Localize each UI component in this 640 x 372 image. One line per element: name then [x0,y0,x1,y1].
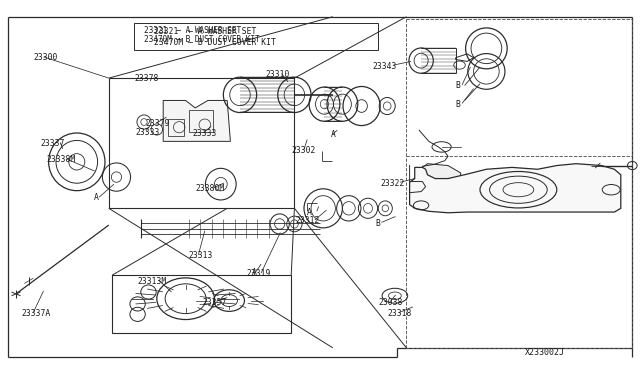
Text: 23322: 23322 [380,179,404,187]
Polygon shape [456,54,474,61]
Text: 23313: 23313 [189,251,213,260]
Text: B: B [456,100,461,109]
Text: 23378: 23378 [134,74,159,83]
Text: 23321  — A WASHER SET: 23321 — A WASHER SET [154,27,256,36]
Text: 23357: 23357 [203,298,227,307]
Text: 23038: 23038 [379,298,403,307]
Text: 23313M: 23313M [138,277,167,286]
Text: 23333: 23333 [136,128,160,137]
Text: 23300: 23300 [33,53,58,62]
Bar [112,275,291,333]
Text: 23321  — A WASHER SET: 23321 — A WASHER SET [144,26,241,35]
Text: 23470M — B DUST COVER KIT: 23470M — B DUST COVER KIT [154,38,275,47]
Text: A: A [94,193,99,202]
Text: B: B [375,219,380,228]
Text: A: A [307,208,312,217]
Text: A: A [331,130,336,139]
Text: 23338M: 23338M [46,155,76,164]
Text: 23470M — B DUST COVER KIT: 23470M — B DUST COVER KIT [144,35,260,44]
Text: 23337: 23337 [40,139,65,148]
Text: 23318: 23318 [387,309,412,318]
Text: 23380M: 23380M [195,185,225,193]
Text: 23319: 23319 [246,269,271,278]
Text: 23343: 23343 [372,62,397,71]
Polygon shape [417,164,461,184]
Polygon shape [163,100,230,141]
Text: 23312: 23312 [296,216,320,225]
Text: B: B [456,81,461,90]
Text: 23379: 23379 [146,119,170,128]
Text: 23333: 23333 [192,129,216,138]
Bar [168,119,184,136]
Text: X233002J: X233002J [525,348,564,357]
Bar [134,23,378,50]
Bar [189,110,213,132]
Text: 23302: 23302 [291,146,316,155]
Text: 23337A: 23337A [21,309,51,318]
Polygon shape [410,164,621,213]
Text: A: A [252,268,257,277]
Text: 23310: 23310 [266,70,290,79]
